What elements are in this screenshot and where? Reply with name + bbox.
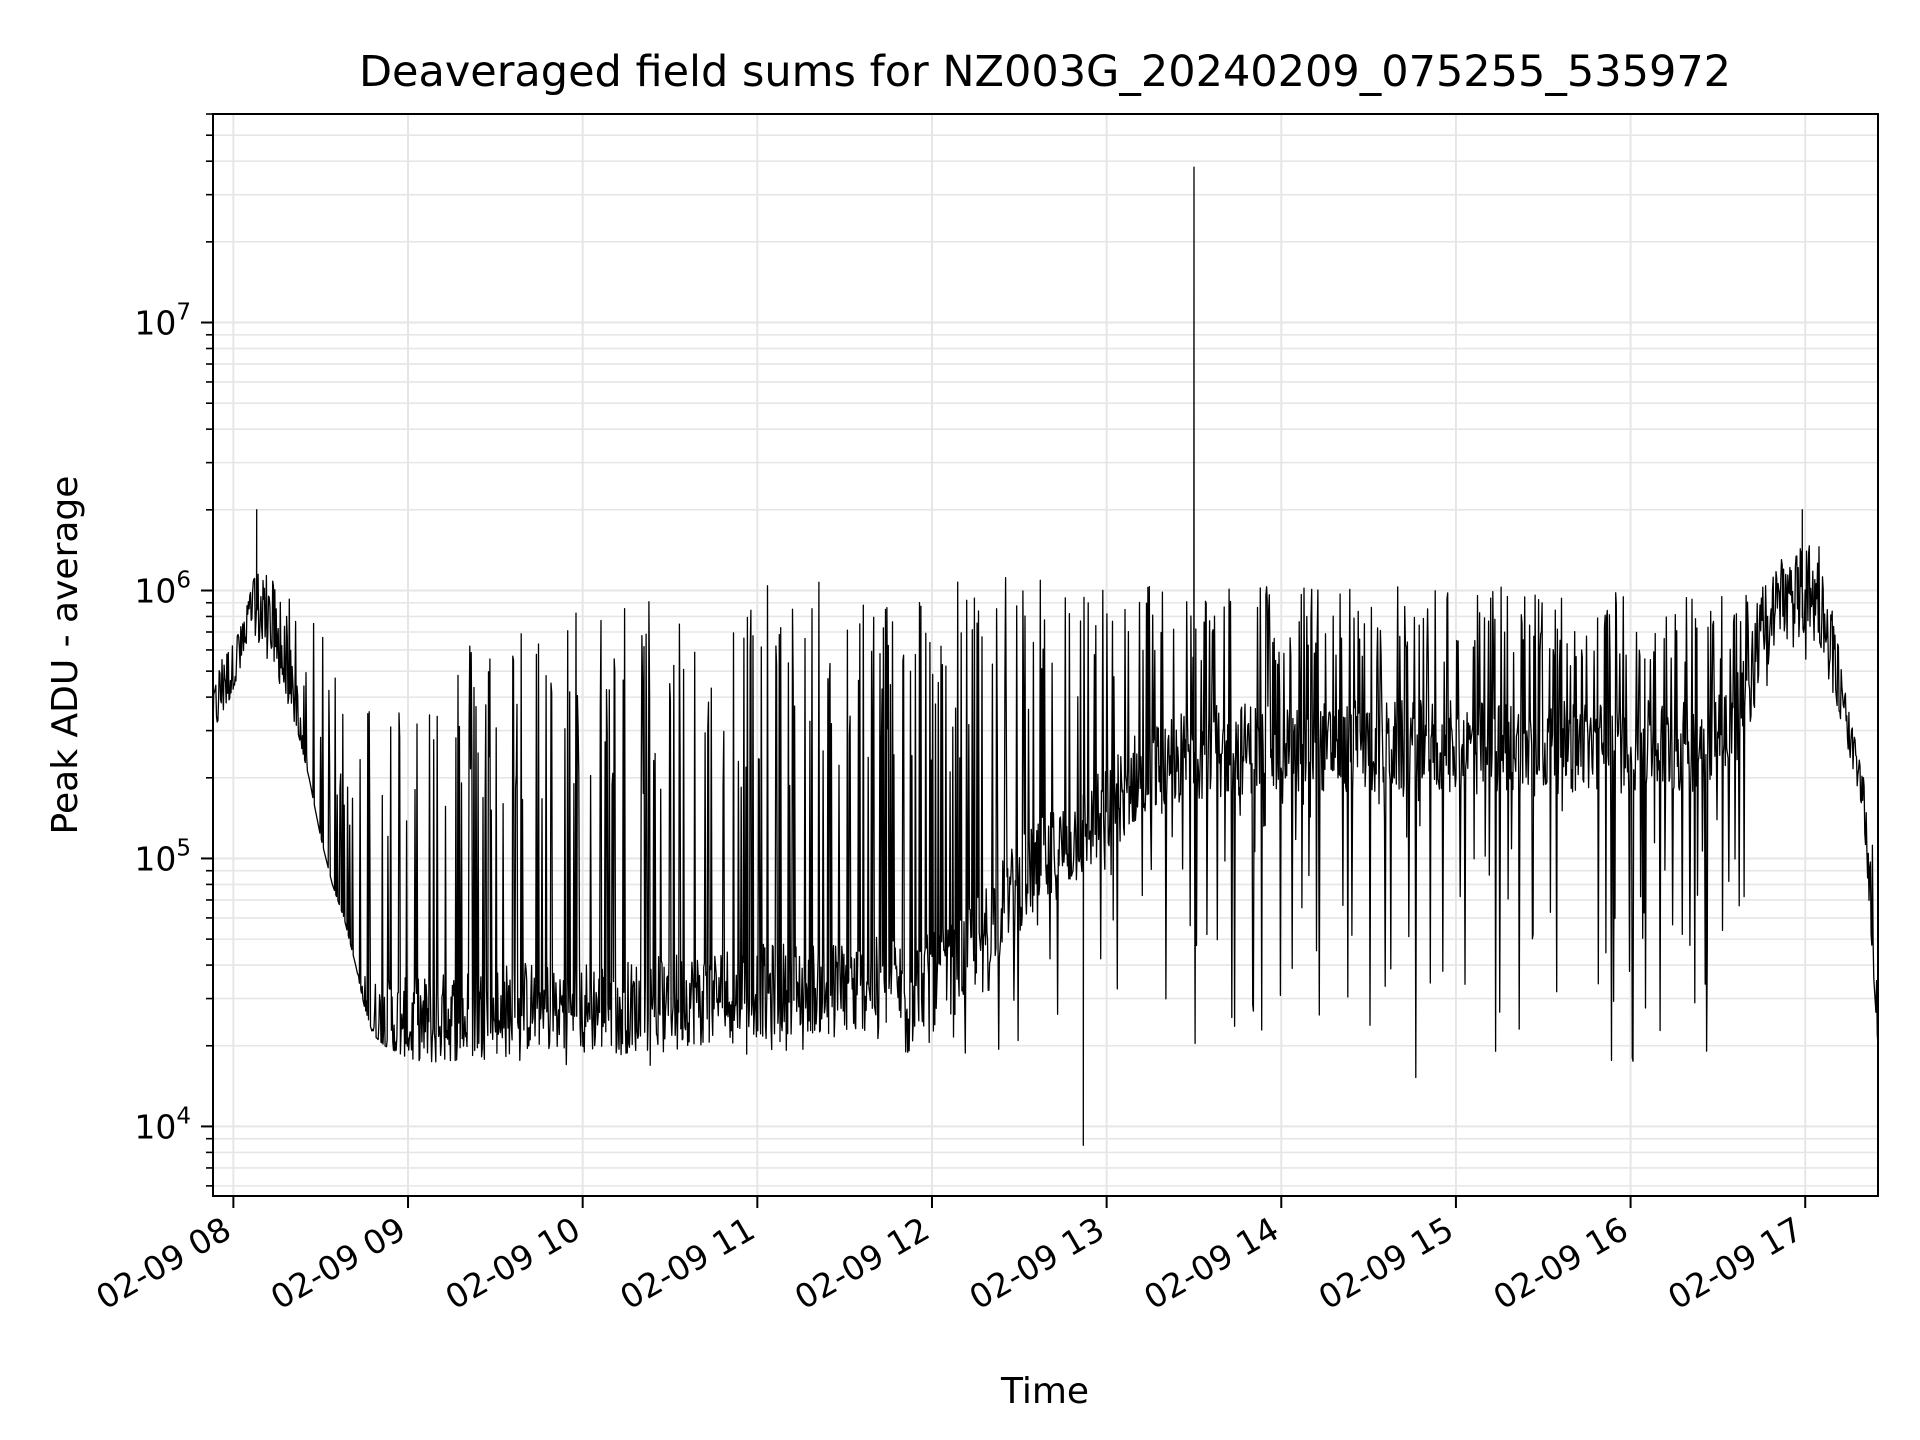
y-axis-label: Peak ADU - average: [45, 476, 86, 835]
plot-frame: [212, 113, 1879, 1197]
chart-title: Deaveraged field sums for NZ003G_2024020…: [359, 47, 1731, 97]
x-axis-label: Time: [1000, 1371, 1089, 1412]
y-axis: 104 105 106 107: [134, 113, 213, 1187]
y-tick-label: 106: [134, 567, 191, 610]
data-line: [212, 166, 1879, 1146]
series-line: [212, 166, 1879, 1146]
y-tick-label: 104: [134, 1103, 191, 1146]
y-tick-label: 105: [134, 835, 191, 878]
y-tick-label: 107: [134, 300, 191, 343]
